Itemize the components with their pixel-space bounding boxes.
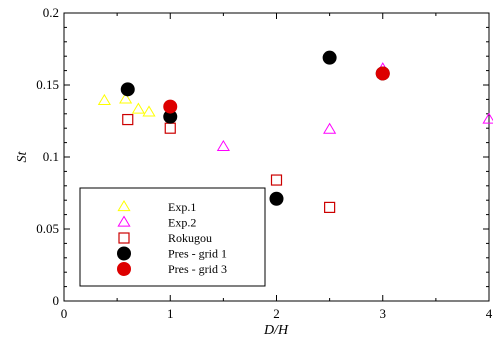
- data-point: [323, 122, 337, 134]
- x-tick-label: 0: [61, 306, 68, 321]
- data-point: [142, 105, 156, 117]
- legend-label: Exp.2: [168, 216, 196, 230]
- y-tick-label: 0.05: [36, 221, 59, 236]
- data-point: [122, 113, 134, 126]
- data-point: [131, 102, 145, 114]
- legend-marker: [117, 246, 131, 261]
- legend-label: Pres - grid 1: [168, 247, 227, 261]
- data-point: [322, 50, 337, 65]
- x-tick-label: 4: [486, 306, 493, 321]
- data-points: [97, 50, 493, 213]
- data-point: [119, 92, 133, 104]
- legend-marker: [117, 215, 131, 227]
- legend-label: Rokugou: [168, 231, 212, 245]
- data-point: [482, 112, 493, 124]
- x-tick-label: 1: [167, 306, 174, 321]
- x-axis-title: D/H: [263, 323, 289, 338]
- tick-labels: 0 1 2 3 4 0 0.05 0.1 0.15 0.2: [36, 5, 493, 321]
- data-point: [164, 122, 176, 134]
- x-tick-label: 2: [273, 306, 280, 321]
- data-point: [120, 82, 135, 97]
- data-point: [375, 66, 390, 81]
- legend-box: [79, 187, 266, 287]
- data-point: [324, 201, 336, 213]
- axis-ticks: [63, 12, 490, 302]
- data-point: [163, 99, 178, 114]
- y-tick-label: 0.1: [43, 149, 59, 164]
- y-tick-label: 0: [53, 293, 60, 308]
- legend-label: Exp.1: [168, 200, 196, 214]
- y-axis-title: St: [15, 150, 30, 162]
- legend-marker: [118, 232, 130, 244]
- y-tick-label: 0.2: [43, 5, 59, 20]
- y-tick-label: 0.15: [36, 77, 59, 92]
- x-tick-label: 3: [380, 306, 387, 321]
- data-point: [97, 93, 111, 105]
- legend-marker: [117, 200, 131, 212]
- legend-marker: [117, 262, 131, 276]
- legend-label: Pres - grid 3: [168, 262, 227, 276]
- data-point: [270, 174, 283, 186]
- data-point: [216, 139, 230, 152]
- data-point: [269, 191, 284, 206]
